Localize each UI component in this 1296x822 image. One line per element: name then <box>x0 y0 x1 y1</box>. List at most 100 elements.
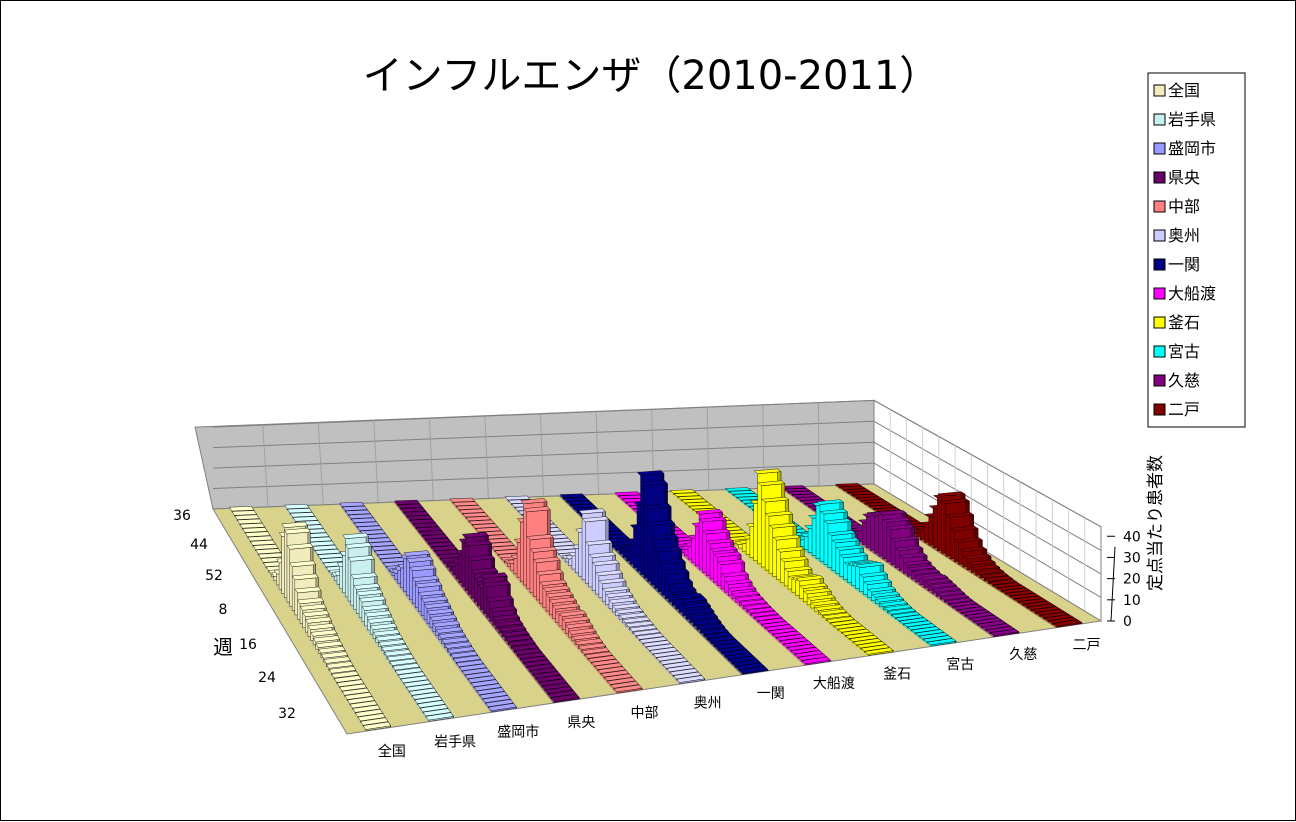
bar-top <box>231 510 258 516</box>
bar-top <box>341 687 370 696</box>
bar-top <box>571 633 600 641</box>
bar-top <box>538 678 568 687</box>
bar-top <box>652 650 682 658</box>
bar-top <box>731 590 761 597</box>
bar-top <box>829 619 859 627</box>
bar-top <box>787 490 816 495</box>
bar-top <box>425 537 452 544</box>
bar-top <box>418 530 446 536</box>
bar-top <box>923 578 953 585</box>
bar-top <box>720 571 749 578</box>
bar-top <box>459 663 487 671</box>
bar-top <box>839 552 869 558</box>
bar-top <box>989 629 1020 636</box>
bar-top <box>504 634 533 642</box>
bar-top <box>632 629 661 636</box>
bar-top <box>739 599 768 606</box>
bar-top <box>371 545 398 551</box>
bar-top <box>922 635 953 643</box>
bar-top <box>409 564 437 572</box>
bar-top <box>370 623 398 630</box>
bar-top <box>299 603 327 611</box>
bar-top <box>776 546 805 553</box>
bar-top <box>415 581 443 588</box>
legend-swatch <box>1153 84 1166 97</box>
bar-top <box>349 700 378 709</box>
bar-top <box>1026 603 1057 610</box>
bar-top <box>252 544 279 550</box>
bar-top <box>668 586 697 593</box>
bar-top <box>426 608 455 615</box>
bar-top <box>498 625 527 632</box>
bar-top <box>936 590 966 597</box>
bar-top <box>1052 619 1083 627</box>
gridline <box>373 420 379 503</box>
bar-top <box>868 504 897 509</box>
legend-box <box>1147 72 1246 428</box>
bar-top <box>345 542 372 549</box>
bar-top <box>753 614 783 621</box>
bar-top <box>757 480 786 486</box>
bar-top <box>406 683 435 692</box>
bar-top <box>975 568 1005 575</box>
bar-top <box>400 675 429 684</box>
series-axis-label: 一関 <box>757 686 785 702</box>
gridline <box>428 417 434 501</box>
bar-top <box>903 560 932 566</box>
bar-top <box>971 564 1001 571</box>
bar-top <box>686 607 715 615</box>
bar-宮古-35 <box>926 638 957 647</box>
bar-top <box>532 671 561 679</box>
bar-top <box>310 629 338 637</box>
bar-top <box>511 643 539 651</box>
bar-top <box>823 518 853 524</box>
bar-top <box>882 517 912 523</box>
gridline <box>212 420 875 449</box>
bar-top <box>381 644 409 652</box>
legend-entry: 県央 <box>1168 168 1200 187</box>
bar-top <box>855 562 885 568</box>
bar-奥州-35 <box>676 675 706 684</box>
bar-top <box>629 625 658 632</box>
bar-top <box>320 651 349 659</box>
bar-top <box>772 534 801 541</box>
series-axis-label: 宮古 <box>946 657 974 673</box>
bar-top <box>550 693 580 702</box>
bar-top <box>886 524 916 530</box>
bar-top <box>334 675 362 683</box>
bar-top <box>400 507 427 513</box>
bar-top <box>342 532 369 539</box>
bar-top <box>374 549 401 555</box>
bar-top <box>977 620 1007 628</box>
bar-top <box>420 704 449 713</box>
bar-top <box>956 606 987 613</box>
bar-top <box>347 555 375 562</box>
bar-top <box>475 527 502 533</box>
bar-top <box>615 607 644 615</box>
bar-top <box>983 575 1014 582</box>
bar-top <box>684 501 712 507</box>
bar-top <box>992 582 1022 589</box>
y-axis-title: 定点当たり患者数 <box>1146 455 1166 591</box>
bar-top <box>613 684 643 693</box>
bar-top <box>350 517 377 523</box>
bar-top <box>281 521 308 528</box>
y-tick-label: 10 <box>1123 593 1141 609</box>
bar-top <box>1039 611 1070 619</box>
bar-top <box>397 671 426 679</box>
bar-top <box>803 588 832 595</box>
bar-top <box>732 493 760 498</box>
bar-top <box>814 604 844 611</box>
x-tick-label: 24 <box>258 670 276 686</box>
bar-top <box>544 686 574 694</box>
bar-top <box>357 713 386 722</box>
bar-top <box>394 499 421 505</box>
bar-top <box>931 586 962 593</box>
bar-top <box>875 596 905 603</box>
bar-大船渡-35 <box>801 656 831 666</box>
bar-top <box>441 636 470 644</box>
bar-top <box>839 485 867 490</box>
legend-entry: 岩手県 <box>1168 110 1216 129</box>
bar-top <box>702 528 731 535</box>
bar-top <box>449 497 476 503</box>
